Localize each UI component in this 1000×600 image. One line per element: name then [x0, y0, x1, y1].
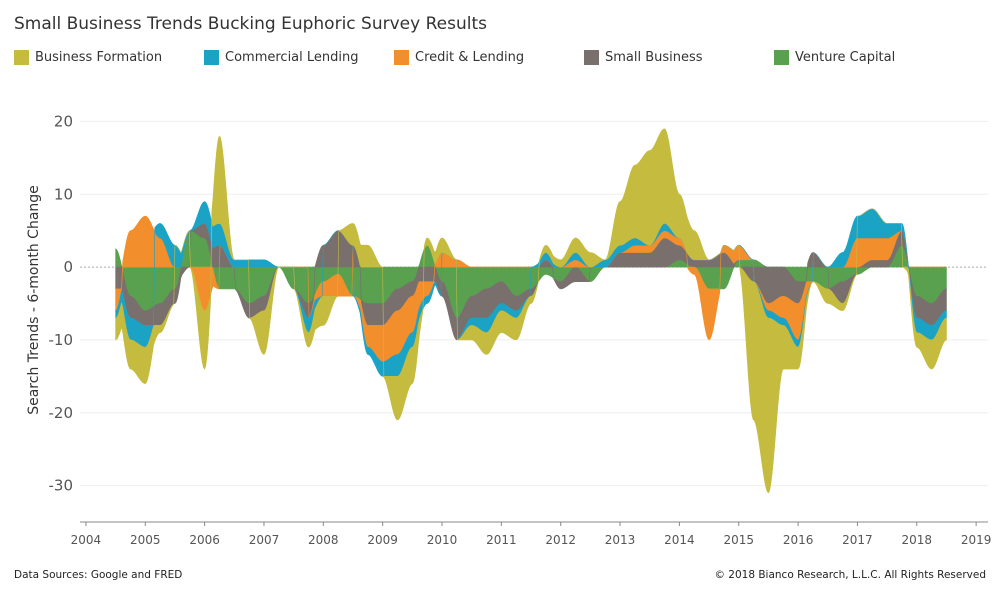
x-tick-label: 2013: [605, 533, 636, 547]
series-areas: [115, 128, 947, 494]
legend-label: Small Business: [605, 50, 703, 65]
chart-legend: Business Formation Commercial Lending Cr…: [14, 50, 974, 70]
legend-label: Credit & Lending: [415, 50, 525, 65]
x-tick-label: 2011: [486, 533, 517, 547]
chart-title: Small Business Trends Bucking Euphoric S…: [14, 14, 487, 34]
y-axis-title: Search Trends - 6-month Change: [26, 185, 42, 415]
x-tick-label: 2004: [71, 533, 102, 547]
legend-swatch: [14, 50, 29, 65]
legend-label: Business Formation: [35, 50, 163, 65]
legend-item-venture-capital: Venture Capital: [774, 50, 895, 65]
x-tick-label: 2014: [664, 533, 695, 547]
x-tick-label: 2006: [189, 533, 220, 547]
x-tick-label: 2007: [249, 533, 280, 547]
y-tick-label: 20: [54, 112, 73, 130]
legend-item-small-business: Small Business: [584, 50, 703, 65]
legend-swatch: [584, 50, 599, 65]
x-tick-label: 2018: [902, 533, 933, 547]
legend-item-credit-lending: Credit & Lending: [394, 50, 524, 65]
y-tick-label: 0: [63, 258, 73, 276]
x-tick-label: 2005: [130, 533, 161, 547]
legend-label: Commercial Lending: [225, 50, 359, 65]
x-tick-label: 2017: [842, 533, 873, 547]
y-tick-label: 10: [54, 185, 73, 203]
y-tick-label: -30: [49, 477, 74, 495]
legend-item-commercial-lending: Commercial Lending: [204, 50, 359, 65]
area-series-business-formation: [115, 128, 947, 494]
x-tick-label: 2015: [723, 533, 754, 547]
legend-swatch: [204, 50, 219, 65]
x-tick-label: 2019: [961, 533, 992, 547]
copyright-note: © 2018 Bianco Research, L.L.C. All Right…: [714, 569, 986, 581]
legend-item-business-formation: Business Formation: [14, 50, 162, 65]
x-tick-label: 2009: [367, 533, 398, 547]
legend-label: Venture Capital: [795, 50, 896, 65]
legend-swatch: [774, 50, 789, 65]
x-tick-label: 2010: [427, 533, 458, 547]
legend-swatch: [394, 50, 409, 65]
x-tick-label: 2016: [783, 533, 814, 547]
x-tick-label: 2008: [308, 533, 339, 547]
data-sources-note: Data Sources: Google and FRED: [14, 569, 183, 581]
y-tick-label: -10: [49, 331, 74, 349]
x-tick-label: 2012: [545, 533, 576, 547]
y-tick-label: -20: [49, 404, 74, 422]
